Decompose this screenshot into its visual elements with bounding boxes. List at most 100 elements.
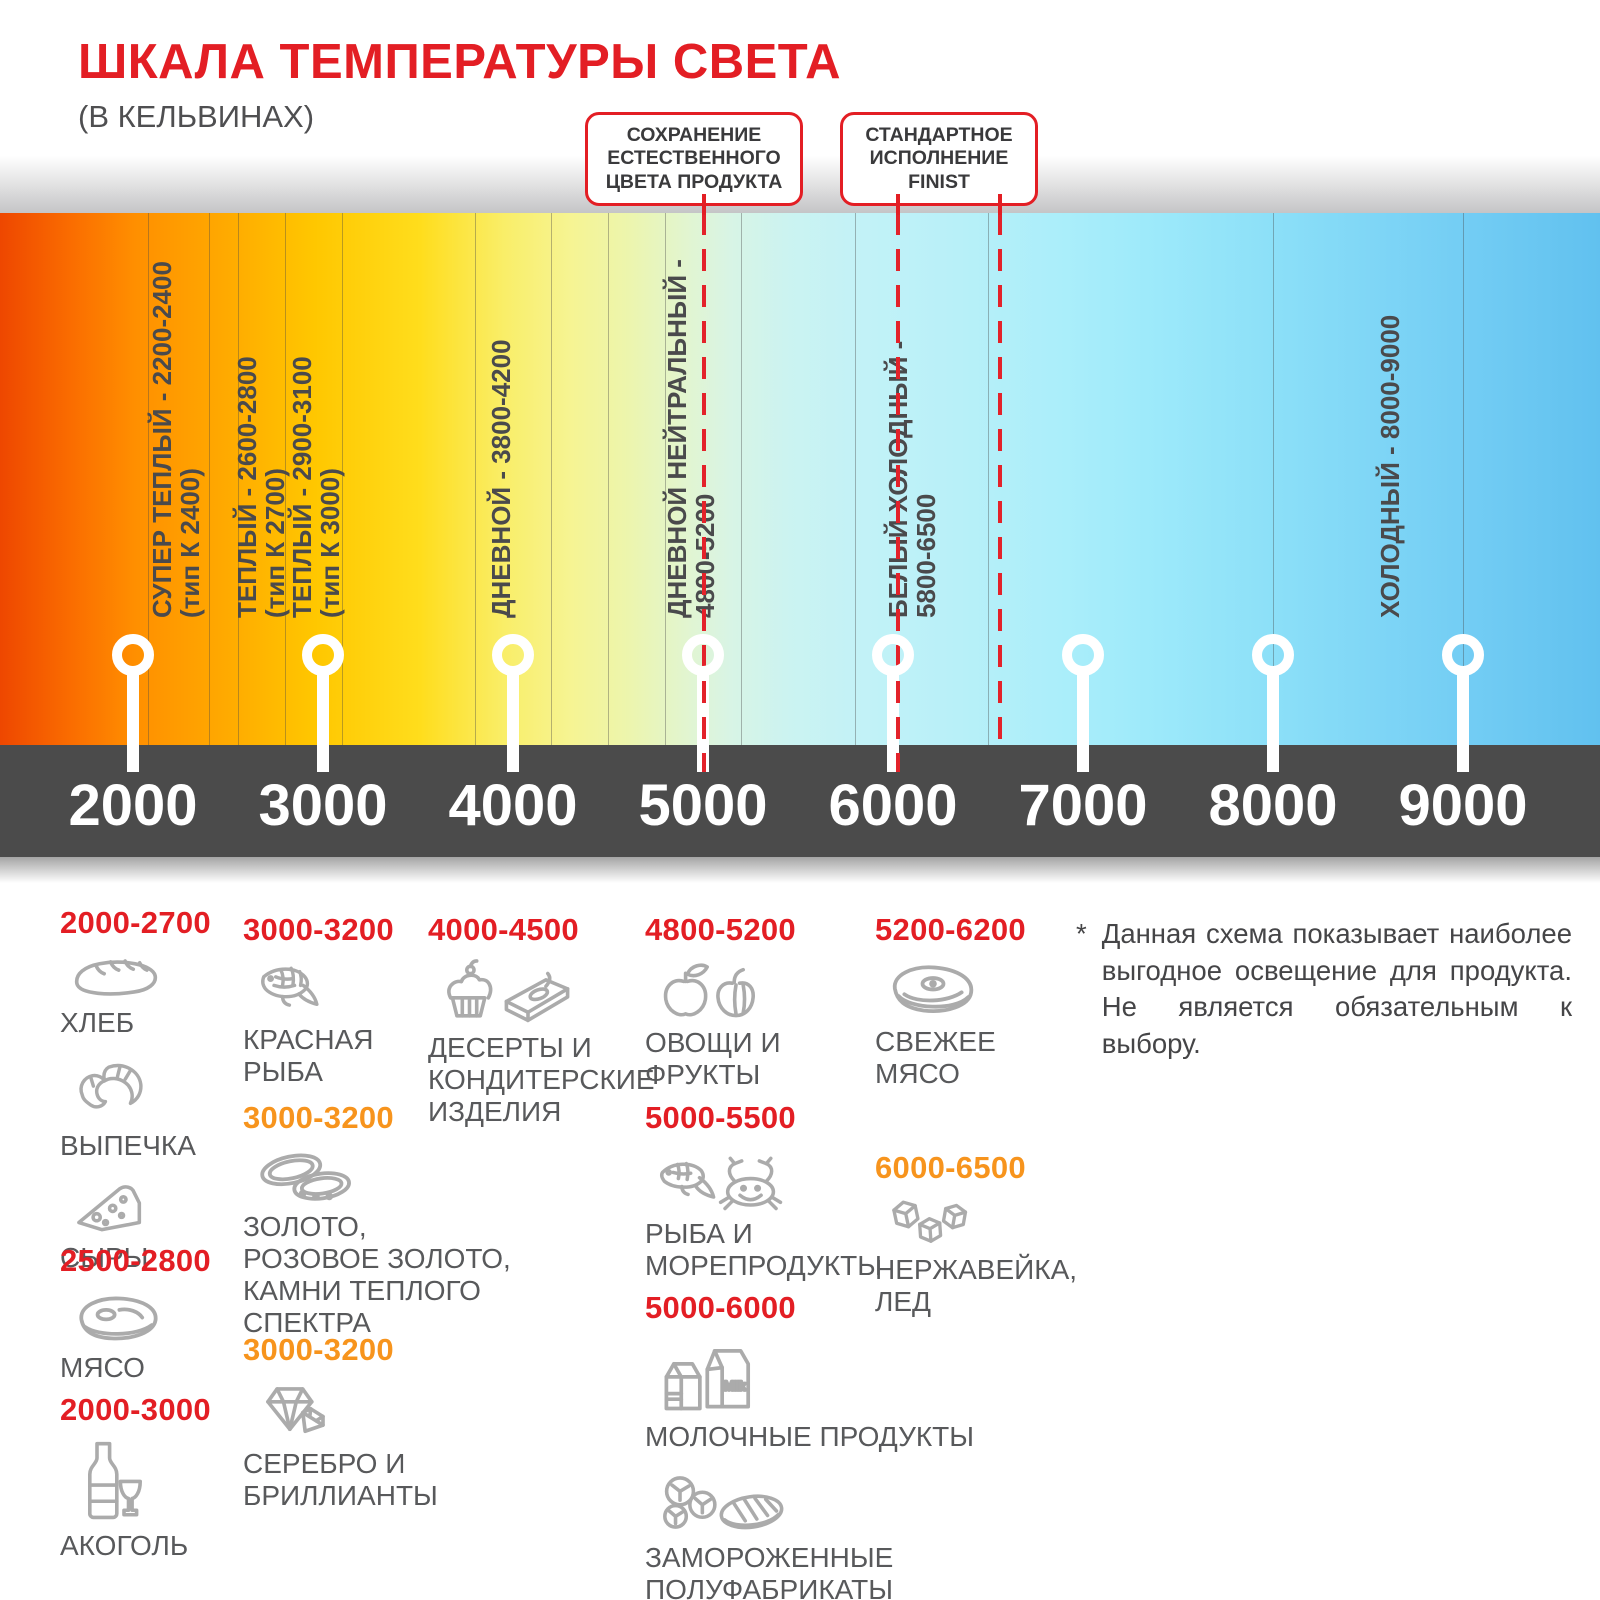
legend-item: СЫРЫ [60, 1178, 211, 1274]
axis-label-7000: 7000 [1018, 773, 1148, 838]
legend-item-label: РОЗОВОЕ ЗОЛОТО, [243, 1242, 511, 1274]
callout-line: ЕСТЕСТВЕННОГО [607, 147, 781, 170]
legend-item-label: КРАСНАЯ [243, 1024, 374, 1055]
produce-icon [655, 958, 763, 1021]
legend-item-label: СЕРЕБРО И [243, 1448, 406, 1479]
legend-item-label: СПЕКТРА [243, 1306, 371, 1338]
legend-item: МОЛОЧНЫЕ ПРОДУКТЫ [645, 1336, 974, 1453]
scale-gridline [551, 213, 552, 745]
legend-item-label: МОРЕПРОДУКТЫ [645, 1249, 883, 1281]
scale-gridline [665, 213, 666, 745]
legend-item-label: БРИЛЛИАНТЫ [243, 1479, 438, 1511]
frozen-icon [655, 1469, 789, 1536]
scale-gridline [1463, 213, 1464, 745]
legend-block: 6000-6500 НЕРЖАВЕЙКА, ЛЕД [875, 1150, 1077, 1334]
callout-line: FINIST [908, 170, 970, 193]
band-label-line: ХОЛОДНЫЙ - 8000-9000 [1375, 314, 1405, 618]
legend-block: 2000-2700 ХЛЕБ ВЫПЕЧКА СЫРЫ [60, 905, 211, 1290]
desserts-icon [438, 958, 573, 1026]
legend-item-label: ЛЕД [875, 1285, 932, 1317]
legend-item: ЗАМОРОЖЕННЫЕ ПОЛУФАБРИКАТЫ [645, 1469, 974, 1600]
axis-label-2000: 2000 [68, 773, 198, 838]
legend-range: 3000-3200 [243, 1332, 394, 1367]
band-label-line: СУПЕР ТЕПЛЫЙ - 2200-2400 [147, 261, 177, 618]
legend-item-label: МЯСО [60, 1352, 145, 1383]
band-label-line: (тип К 3000) [315, 468, 345, 618]
marker-stem-9000 [1457, 670, 1469, 772]
legend-item-label: ФРУКТЫ [645, 1058, 761, 1090]
scale-gridline [209, 213, 210, 745]
legend-item: СВЕЖЕЕ МЯСО [875, 958, 1026, 1090]
legend-range: 5000-5500 [645, 1100, 796, 1135]
legend-range: 2000-3000 [60, 1392, 211, 1427]
reference-dashed-line [702, 213, 706, 772]
legend-block: 2500-2800 МЯСО [60, 1243, 211, 1400]
page-title: ШКАЛА ТЕМПЕРАТУРЫ СВЕТА [78, 35, 842, 89]
legend-item-label: ИЗДЕЛИЯ [428, 1095, 562, 1127]
legend-item: МЯСО [60, 1289, 211, 1384]
marker-5000 [682, 634, 724, 676]
legend-block: 3000-3200 ЗОЛОТО, РОЗОВОЕ ЗОЛОТО, КАМНИ ТЕП… [243, 1100, 511, 1355]
legend-item-label: МЯСО [875, 1057, 960, 1089]
callout-leg [896, 194, 900, 215]
axis-label-4000: 4000 [448, 773, 578, 838]
legend-item: КРАСНАЯ РЫБА [243, 958, 394, 1088]
band-label-line: ТЕПЛЫЙ - 2900-3100 [287, 356, 317, 618]
marker-4000 [492, 634, 534, 676]
axis-label-6000: 6000 [828, 773, 958, 838]
marker-stem-3000 [317, 670, 329, 772]
legend-item-label: РЫБА [243, 1055, 323, 1087]
cheese-icon [70, 1178, 150, 1236]
legend-block: 3000-3200 СЕРЕБРО И БРИЛЛИАНТЫ [243, 1332, 438, 1528]
axis-label-9000: 9000 [1398, 773, 1528, 838]
legend-item-label: АКОГОЛЬ [60, 1530, 189, 1561]
legend-item-label: ПОЛУФАБРИКАТЫ [645, 1573, 894, 1600]
kelvin-axis-bar [0, 745, 1600, 857]
legend-block: 4000-4500 ДЕСЕРТЫ И КОНДИТЕРСКИЕ ИЗДЕЛИЯ [428, 912, 655, 1144]
scale-gridline [988, 213, 989, 745]
marker-2000 [112, 634, 154, 676]
legend-range: 4800-5200 [645, 912, 796, 947]
band-label: ХОЛОДНЫЙ - 8000-9000 [1375, 314, 1405, 618]
marker-stem-8000 [1267, 670, 1279, 772]
band-label-line: (тип К 2400) [175, 468, 205, 618]
marker-stem-2000 [127, 670, 139, 772]
reference-dashed-line [896, 213, 900, 772]
legend-item: АКОГОЛЬ [60, 1438, 211, 1562]
footnote: * Данная схема показывает наиболее выгод… [1076, 916, 1572, 1062]
band-label-line: ДНЕВНОЙ - 3800-4200 [486, 339, 516, 618]
legend-item: ВЫПЕЧКА [60, 1055, 211, 1162]
marker-6000 [872, 634, 914, 676]
callout-standard-finist: СТАНДАРТНОЕ ИСПОЛНЕНИЕ FINIST [840, 112, 1038, 207]
legend-item: ЗОЛОТО, РОЗОВОЕ ЗОЛОТО, КАМНИ ТЕПЛОГО СПЕКТ… [243, 1146, 511, 1339]
diamonds-icon [253, 1378, 345, 1442]
band-label: СУПЕР ТЕПЛЫЙ - 2200-2400 (тип К 2400) [147, 261, 205, 618]
bread-icon [70, 951, 162, 1001]
legend-item: СЕРЕБРО И БРИЛЛИАНТЫ [243, 1378, 438, 1512]
legend-item-label: НЕРЖАВЕЙКА, [875, 1254, 1078, 1285]
kelvin-gradient-band [0, 213, 1600, 745]
scale-gridline [608, 213, 609, 745]
milk-icon [655, 1336, 767, 1415]
legend-item: ХЛЕБ [60, 951, 211, 1039]
callout-line: ЦВЕТА ПРОДУКТА [605, 170, 783, 193]
axis-bar-shadow [0, 857, 1600, 883]
band-label-line: 5800-6500 [911, 493, 941, 618]
legend-item-label: ЗАМОРОЖЕННЫЕ [645, 1541, 894, 1573]
scale-gridline [475, 213, 476, 745]
band-label-line: ДНЕВНОЙ НЕЙТРАЛЬНЫЙ - [662, 259, 692, 618]
scale-gridline [741, 213, 742, 745]
legend-block: 5000-5500 РЫБА И МОРЕПРОДУКТЫ [645, 1100, 882, 1298]
rings-icon [253, 1146, 358, 1205]
footnote-text: Данная схема показывает наиболее выгодно… [1101, 918, 1572, 1059]
legend-item: ОВОЩИ И ФРУКТЫ [645, 958, 796, 1091]
legend-item-label: КАМНИ ТЕПЛОГО [243, 1274, 481, 1306]
callout-natural-color: СОХРАНЕНИЕ ЕСТЕСТВЕННОГО ЦВЕТА ПРОДУКТА [585, 112, 803, 207]
legend-item-label: МОЛОЧНЫЕ ПРОДУКТЫ [645, 1421, 975, 1452]
legend-range: 2500-2800 [60, 1243, 211, 1278]
page-subtitle: (В КЕЛЬВИНАХ) [78, 99, 315, 134]
axis-label-5000: 5000 [638, 773, 768, 838]
legend-block: 5000-6000 МОЛОЧНЫЕ ПРОДУКТЫ ЗАМОРОЖЕННЫЕ ПО… [645, 1290, 974, 1600]
band-label: ДНЕВНОЙ НЕЙТРАЛЬНЫЙ -4800-5200 [662, 259, 720, 618]
scale-gridline [285, 213, 286, 745]
